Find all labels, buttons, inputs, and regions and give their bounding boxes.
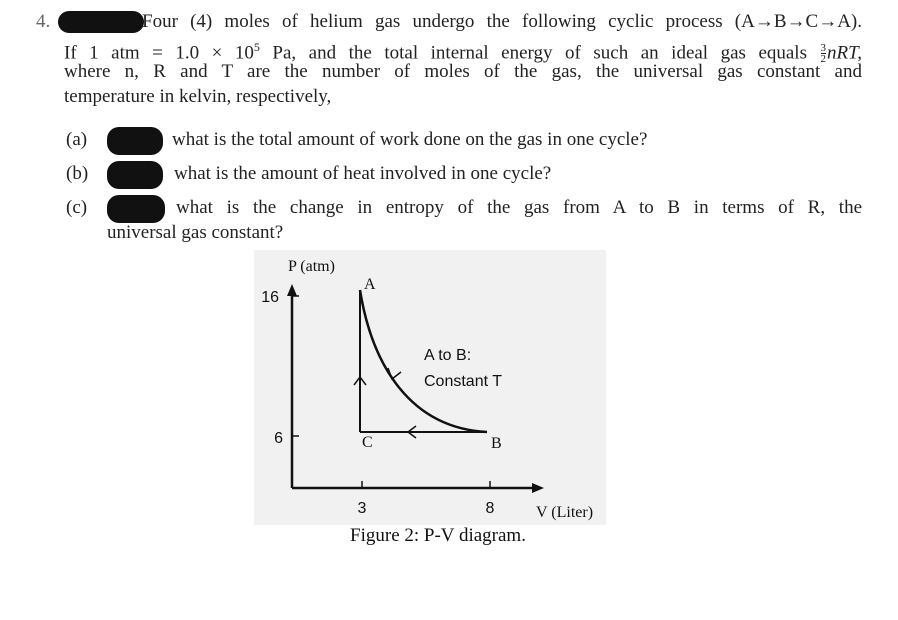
point-label: A: [364, 276, 376, 293]
arrowhead: [532, 483, 544, 493]
y-tick-label: 16: [261, 289, 279, 306]
denominator: 2: [820, 53, 827, 66]
caption: Figure 2: P-V diagram.: [350, 525, 526, 546]
numerator: 3: [820, 42, 826, 55]
redaction: [58, 11, 144, 33]
text: If 1 atm = 1.0 × 10: [64, 42, 254, 64]
figure-background: [254, 250, 606, 525]
exponent: 5: [253, 40, 260, 54]
intro-line: where n, R and T are the number of moles…: [64, 61, 862, 82]
process-a-b: [358, 289, 488, 434]
part-text: what is the amount of heat involved in o…: [174, 163, 552, 184]
part-text: what is the total amount of work done on…: [172, 129, 648, 150]
direction-arrow: [406, 425, 417, 439]
text: nRT,: [827, 42, 863, 64]
y-axis-label: P (atm): [288, 258, 335, 275]
question-number: 4.: [36, 11, 51, 32]
annotation: A to B:: [424, 347, 471, 364]
redaction: [107, 127, 163, 155]
direction-arrow: [353, 375, 367, 386]
part-text: what is the change in entropy of the gas…: [176, 197, 862, 218]
part-label: (a): [66, 129, 88, 150]
x-axis-label: V (Liter): [536, 504, 593, 521]
annotation: Constant T: [424, 373, 502, 390]
intro-line: Four (4) moles of helium gas undergo the…: [142, 11, 862, 32]
part-label: (b): [66, 163, 89, 184]
redaction: [107, 195, 165, 223]
part-text: universal gas constant?: [107, 222, 284, 243]
redaction: [107, 161, 163, 189]
x-tick-label: 3: [358, 500, 367, 517]
intro-line: If 1 atm = 1.0 × 105 Pa, and the total i…: [64, 35, 862, 65]
arrowhead: [287, 284, 297, 296]
x-tick-label: 8: [486, 500, 495, 517]
point-label: C: [362, 434, 373, 451]
intro-line: temperature in kelvin, respectively,: [64, 86, 332, 107]
y-tick-label: 6: [274, 430, 283, 447]
direction-arrow: [387, 367, 402, 381]
text: Pa, and the total internal energy of suc…: [272, 42, 807, 64]
part-label: (c): [66, 197, 88, 218]
point-label: B: [491, 435, 502, 452]
